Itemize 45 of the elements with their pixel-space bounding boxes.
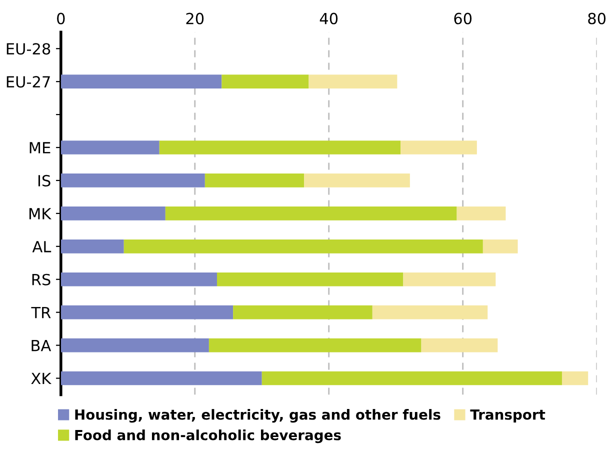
bar <box>204 174 304 188</box>
x-tick-label: 0 <box>57 12 65 24</box>
y-tick-label: EU-28 <box>6 43 50 55</box>
y-tick-label: IS <box>38 174 50 186</box>
y-tick-label: RS <box>32 274 50 286</box>
bar <box>216 272 404 286</box>
bar <box>403 272 496 286</box>
bar <box>60 272 217 286</box>
bar <box>208 338 422 352</box>
bar <box>124 239 483 254</box>
bar <box>60 74 222 88</box>
x-tick-label: 80 <box>588 12 606 24</box>
y-tick-label: MK <box>29 208 52 220</box>
y-tick-label: ME <box>30 142 50 154</box>
bar <box>60 239 124 254</box>
bar <box>421 338 498 352</box>
x-tick-label: 40 <box>320 12 338 24</box>
y-tick-label: TR <box>31 306 51 318</box>
bar <box>400 140 477 154</box>
y-tick-label: AL <box>32 241 52 252</box>
bar <box>233 305 372 320</box>
legend-label: Transport <box>470 409 546 422</box>
legend-label: Housing, water, electricity, gas and other fuels <box>75 409 440 423</box>
bar <box>456 206 506 220</box>
bar <box>60 140 160 154</box>
legend-label: Food and non-alcoholic beverages <box>75 430 341 444</box>
x-tick-label: 20 <box>186 12 204 24</box>
bar <box>60 305 234 320</box>
bar <box>165 206 457 220</box>
bar <box>222 74 309 88</box>
bar <box>60 174 205 188</box>
y-tick-label: BA <box>32 340 52 352</box>
bar <box>562 371 588 386</box>
bar <box>60 206 166 220</box>
bar <box>60 338 209 352</box>
bar <box>308 74 398 88</box>
bar <box>159 140 401 154</box>
y-tick-label: EU-27 <box>6 76 50 88</box>
bar <box>262 371 562 386</box>
y-tick-label: XK <box>31 372 52 384</box>
x-tick-label: 60 <box>454 12 472 24</box>
bar <box>60 371 262 386</box>
bar <box>482 239 518 254</box>
bar <box>304 174 410 188</box>
bar <box>372 305 488 320</box>
